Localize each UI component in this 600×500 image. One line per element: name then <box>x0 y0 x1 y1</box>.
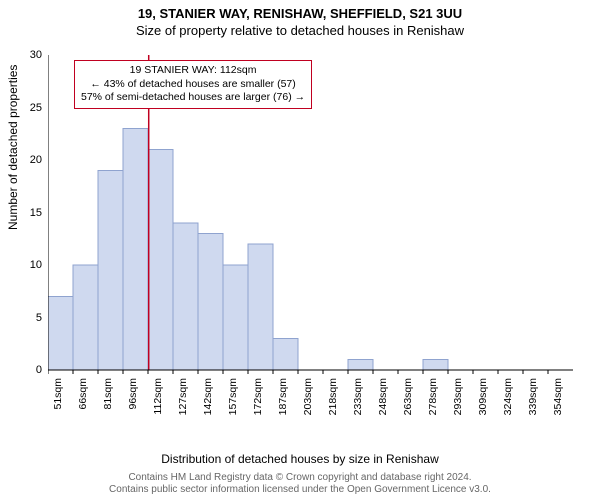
x-tick-label: 172sqm <box>252 378 264 424</box>
histogram-bar <box>273 339 298 371</box>
annotation-box: 19 STANIER WAY: 112sqm ← 43% of detached… <box>74 60 312 109</box>
y-tick-label: 20 <box>12 154 42 166</box>
x-tick-label: 187sqm <box>277 378 289 424</box>
x-tick-label: 157sqm <box>227 378 239 424</box>
annotation-line2: ← 43% of detached houses are smaller (57… <box>81 78 305 92</box>
histogram-bar <box>423 360 448 371</box>
x-tick-label: 339sqm <box>527 378 539 424</box>
annotation-line1: 19 STANIER WAY: 112sqm <box>81 64 305 78</box>
x-tick-label: 66sqm <box>77 378 89 424</box>
footer-line2: Contains public sector information licen… <box>0 484 600 496</box>
x-tick-label: 293sqm <box>452 378 464 424</box>
y-tick-label: 10 <box>12 259 42 271</box>
x-tick-label: 263sqm <box>402 378 414 424</box>
y-tick-label: 25 <box>12 102 42 114</box>
y-axis-label: Number of detached properties <box>6 65 20 230</box>
x-tick-label: 142sqm <box>202 378 214 424</box>
x-tick-label: 81sqm <box>102 378 114 424</box>
y-tick-label: 15 <box>12 207 42 219</box>
y-tick-label: 30 <box>12 49 42 61</box>
histogram-bar <box>223 265 248 370</box>
annotation-line3: 57% of semi-detached houses are larger (… <box>81 91 305 105</box>
x-tick-label: 127sqm <box>177 378 189 424</box>
page-subtitle: Size of property relative to detached ho… <box>0 23 600 38</box>
histogram-bar <box>73 265 98 370</box>
x-tick-label: 324sqm <box>502 378 514 424</box>
x-tick-label: 248sqm <box>377 378 389 424</box>
x-tick-label: 203sqm <box>302 378 314 424</box>
footer-attribution: Contains HM Land Registry data © Crown c… <box>0 472 600 496</box>
footer-line1: Contains HM Land Registry data © Crown c… <box>0 472 600 484</box>
x-tick-label: 51sqm <box>52 378 64 424</box>
histogram-bar <box>198 234 223 371</box>
histogram-bar <box>348 360 373 371</box>
histogram-bar <box>148 150 173 371</box>
y-tick-label: 5 <box>12 312 42 324</box>
x-tick-label: 218sqm <box>327 378 339 424</box>
x-tick-label: 233sqm <box>352 378 364 424</box>
x-tick-label: 354sqm <box>552 378 564 424</box>
x-axis-label: Distribution of detached houses by size … <box>0 452 600 466</box>
page-title: 19, STANIER WAY, RENISHAW, SHEFFIELD, S2… <box>0 6 600 21</box>
x-tick-label: 112sqm <box>152 378 164 424</box>
y-tick-label: 0 <box>12 364 42 376</box>
x-tick-label: 309sqm <box>477 378 489 424</box>
histogram-bar <box>173 223 198 370</box>
histogram-bar <box>123 129 148 371</box>
x-tick-label: 278sqm <box>427 378 439 424</box>
histogram-bar <box>248 244 273 370</box>
histogram-bar <box>48 297 73 371</box>
x-tick-label: 96sqm <box>127 378 139 424</box>
histogram-bar <box>98 171 123 371</box>
